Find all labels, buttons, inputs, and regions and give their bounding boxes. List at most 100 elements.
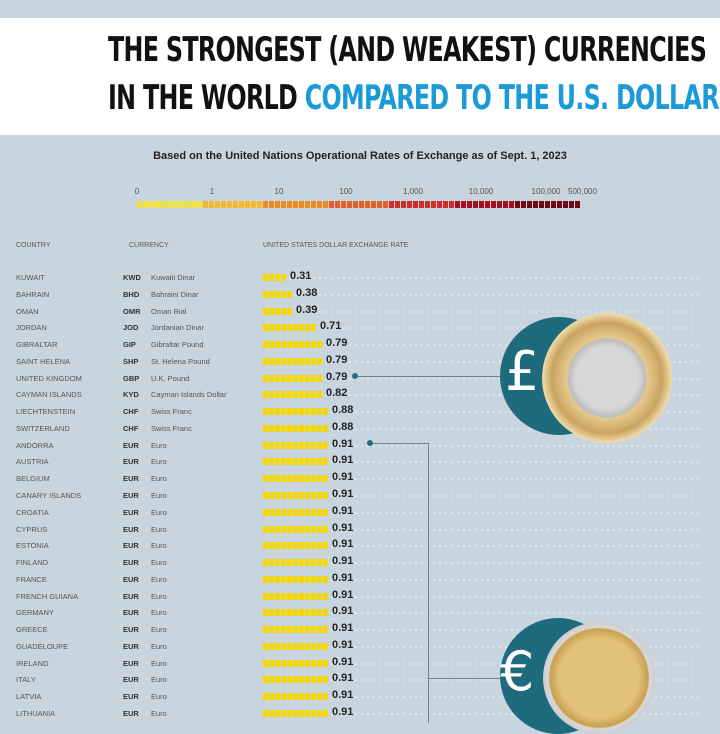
currency-name: Euro [151, 524, 167, 534]
legend-swatch [167, 201, 172, 208]
legend-swatch [479, 201, 484, 208]
bar-segment [263, 542, 268, 550]
currency-code: EUR [123, 692, 139, 702]
dot-grid [263, 527, 703, 532]
column-header-country: COUNTRY [16, 242, 51, 249]
legend-swatch [257, 201, 262, 208]
dot-grid [263, 477, 703, 482]
bar-segment [263, 525, 268, 533]
bar-segment [269, 307, 274, 315]
bar-segment [299, 424, 304, 432]
bar-segment [287, 408, 292, 416]
legend-swatch [431, 201, 436, 208]
bar-segment [263, 693, 268, 701]
legend-swatch [569, 201, 574, 208]
bar-segment [263, 508, 268, 516]
legend-swatch [281, 201, 286, 208]
bar-segment [299, 559, 304, 567]
legend-swatch [185, 201, 190, 208]
legend-swatch [275, 201, 280, 208]
legend-swatch [509, 201, 514, 208]
bar-segment [275, 408, 280, 416]
country-name: Germany [16, 608, 54, 618]
legend-swatch [491, 201, 496, 208]
table-row: Bahrain BHD Bahraini Dinar 0.38 [0, 287, 720, 303]
legend-swatch [233, 201, 238, 208]
legend-swatch [377, 201, 382, 208]
bar-segment [281, 642, 286, 650]
currency-code: JOD [123, 323, 139, 333]
bar-segment [323, 710, 328, 718]
legend-swatch [197, 201, 202, 208]
dot-grid [263, 309, 703, 314]
dot-grid [263, 376, 703, 381]
rate-value: 0.91 [332, 672, 354, 685]
bar-segment [281, 324, 286, 332]
bar-segment [299, 374, 304, 382]
bar-segment [299, 508, 304, 516]
table-row: Ireland EUR Euro 0.91 [0, 656, 720, 672]
country-name: Belgium [16, 474, 50, 484]
bar-segment [287, 508, 292, 516]
legend-swatch [539, 201, 544, 208]
currency-name: Gibraltar Pound [151, 340, 204, 350]
bar-segment [305, 408, 310, 416]
country-name: Estonia [16, 541, 49, 551]
dot-grid [263, 611, 703, 616]
title-banner [0, 18, 720, 135]
bar-segment [269, 458, 274, 466]
bar-segment [293, 642, 298, 650]
bar-segment [305, 559, 310, 567]
bar-segment [305, 626, 310, 634]
rate-value: 0.91 [332, 706, 354, 719]
legend-tick-label: 1 [209, 187, 215, 196]
legend-swatch [383, 201, 388, 208]
bar-segment [293, 341, 298, 349]
currency-name: Cayman Islands Dollar [151, 390, 227, 400]
dot-grid [263, 510, 703, 515]
bar-segment [317, 374, 322, 382]
currency-name: St. Helena Pound [151, 356, 210, 366]
bar-segment [269, 374, 274, 382]
currency-name: Euro [151, 474, 167, 484]
bar-segment [275, 642, 280, 650]
bar-segment [269, 508, 274, 516]
bar-segment [305, 441, 310, 449]
bar-segment [263, 290, 268, 298]
country-name: Gibraltar [16, 340, 58, 350]
bar-segment [311, 592, 316, 600]
bar-segment [293, 676, 298, 684]
legend-swatch [311, 201, 316, 208]
dot-grid [263, 292, 703, 297]
currency-code: EUR [123, 574, 139, 584]
dot-grid [263, 561, 703, 566]
bar-segment [281, 441, 286, 449]
currency-name: Euro [151, 641, 167, 651]
bar-segment [317, 575, 322, 583]
bar-segment [287, 542, 292, 550]
bar-segment [287, 575, 292, 583]
bar-segment [299, 710, 304, 718]
bar-segment [263, 324, 268, 332]
bar-segment [263, 659, 268, 667]
euro-icon: € [500, 640, 535, 703]
bar-segment [299, 642, 304, 650]
bar-segment [317, 475, 322, 483]
bar-segment [299, 458, 304, 466]
bar-segment [311, 374, 316, 382]
bar-segment [293, 424, 298, 432]
legend-swatch [467, 201, 472, 208]
currency-name: U.K. Pound [151, 373, 190, 383]
bar-segment [305, 374, 310, 382]
legend-swatch [299, 201, 304, 208]
bar-segment [323, 458, 328, 466]
country-name: Kuwait [16, 273, 45, 282]
table-row: Austria EUR Euro 0.91 [0, 454, 720, 470]
currency-code: EUR [123, 491, 139, 500]
bar-segment [281, 508, 286, 516]
table-row: Greece EUR Euro 0.91 [0, 622, 720, 638]
legend-swatch [227, 201, 232, 208]
currency-code: EUR [123, 591, 139, 601]
bar-segment [281, 559, 286, 567]
bar-segment [281, 341, 286, 349]
